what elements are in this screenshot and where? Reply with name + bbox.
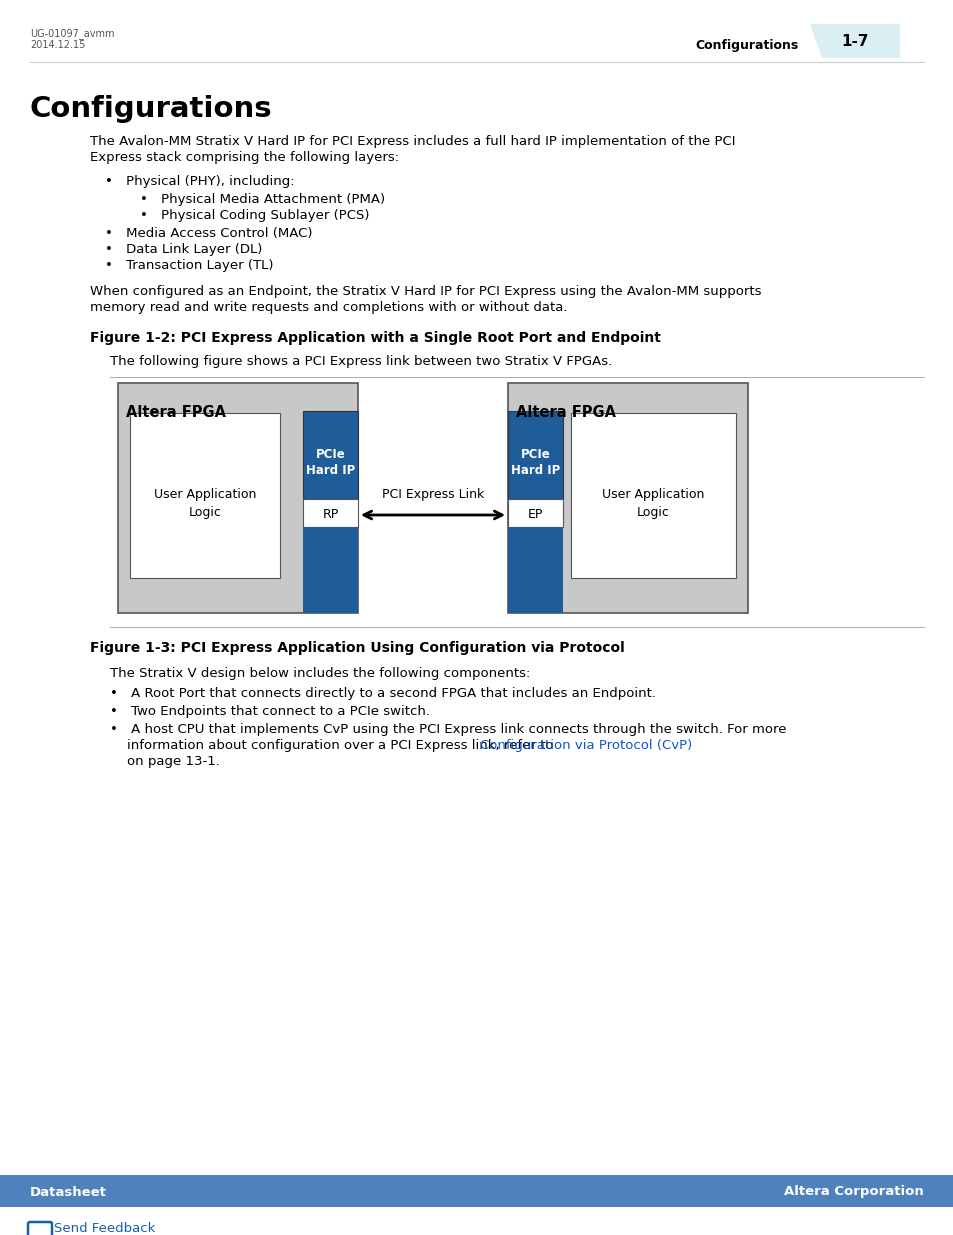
Polygon shape xyxy=(809,23,821,58)
Text: Altera FPGA: Altera FPGA xyxy=(126,405,226,420)
Text: information about configuration over a PCI Express link, refer to: information about configuration over a P… xyxy=(127,739,558,752)
Text: The following figure shows a PCI Express link between two Stratix V FPGAs.: The following figure shows a PCI Express… xyxy=(110,354,612,368)
Bar xyxy=(507,527,562,613)
Bar xyxy=(303,499,357,527)
Text: Datasheet: Datasheet xyxy=(30,1186,107,1198)
Bar xyxy=(118,383,357,613)
Text: Configuration via Protocol (CvP): Configuration via Protocol (CvP) xyxy=(479,739,692,752)
Text: • Media Access Control (MAC): • Media Access Control (MAC) xyxy=(105,227,313,240)
Text: Configurations: Configurations xyxy=(695,38,798,52)
Text: 2014.12.15: 2014.12.15 xyxy=(30,40,85,49)
Text: When configured as an Endpoint, the Stratix V Hard IP for PCI Express using the : When configured as an Endpoint, the Stra… xyxy=(90,285,760,298)
Bar xyxy=(303,411,357,499)
Text: Express stack comprising the following layers:: Express stack comprising the following l… xyxy=(90,151,398,164)
Text: Figure 1-2: PCI Express Application with a Single Root Port and Endpoint: Figure 1-2: PCI Express Application with… xyxy=(90,331,660,345)
Text: • Transaction Layer (TL): • Transaction Layer (TL) xyxy=(105,259,274,272)
Bar xyxy=(507,383,747,613)
Text: • Physical Coding Sublayer (PCS): • Physical Coding Sublayer (PCS) xyxy=(140,209,369,222)
Text: Send Feedback: Send Feedback xyxy=(54,1223,155,1235)
Text: • A host CPU that implements CvP using the PCI Express link connects through the: • A host CPU that implements CvP using t… xyxy=(110,722,785,736)
FancyBboxPatch shape xyxy=(809,23,899,58)
Text: RP: RP xyxy=(322,508,338,520)
Text: PCI Express Link: PCI Express Link xyxy=(381,488,483,501)
Text: User Application
Logic: User Application Logic xyxy=(601,488,704,519)
Text: on page 13-1.: on page 13-1. xyxy=(127,755,219,768)
Bar xyxy=(571,412,735,578)
Text: • Two Endpoints that connect to a PCIe switch.: • Two Endpoints that connect to a PCIe s… xyxy=(110,705,430,718)
Bar xyxy=(0,1174,953,1207)
Text: Altera FPGA: Altera FPGA xyxy=(516,405,616,420)
Text: • A Root Port that connects directly to a second FPGA that includes an Endpoint.: • A Root Port that connects directly to … xyxy=(110,687,656,700)
Text: • Data Link Layer (DL): • Data Link Layer (DL) xyxy=(105,243,262,256)
Text: Configurations: Configurations xyxy=(30,95,273,124)
Text: The Avalon-MM Stratix V Hard IP for PCI Express includes a full hard IP implemen: The Avalon-MM Stratix V Hard IP for PCI … xyxy=(90,135,735,148)
Bar xyxy=(130,412,280,578)
Bar xyxy=(507,411,562,499)
Bar xyxy=(303,527,357,613)
Text: PCIe
Hard IP: PCIe Hard IP xyxy=(306,448,355,478)
Text: • Physical (PHY), including:: • Physical (PHY), including: xyxy=(105,175,294,188)
Text: memory read and write requests and completions with or without data.: memory read and write requests and compl… xyxy=(90,301,567,314)
Text: Altera Corporation: Altera Corporation xyxy=(783,1186,923,1198)
Text: The Stratix V design below includes the following components:: The Stratix V design below includes the … xyxy=(110,667,530,680)
Text: EP: EP xyxy=(527,508,542,520)
Text: UG-01097_avmm: UG-01097_avmm xyxy=(30,28,114,40)
Text: PCIe
Hard IP: PCIe Hard IP xyxy=(511,448,559,478)
Text: Figure 1-3: PCI Express Application Using Configuration via Protocol: Figure 1-3: PCI Express Application Usin… xyxy=(90,641,624,655)
Text: 1-7: 1-7 xyxy=(841,33,868,48)
Text: User Application
Logic: User Application Logic xyxy=(153,488,256,519)
Text: • Physical Media Attachment (PMA): • Physical Media Attachment (PMA) xyxy=(140,193,385,206)
Bar xyxy=(507,499,562,527)
